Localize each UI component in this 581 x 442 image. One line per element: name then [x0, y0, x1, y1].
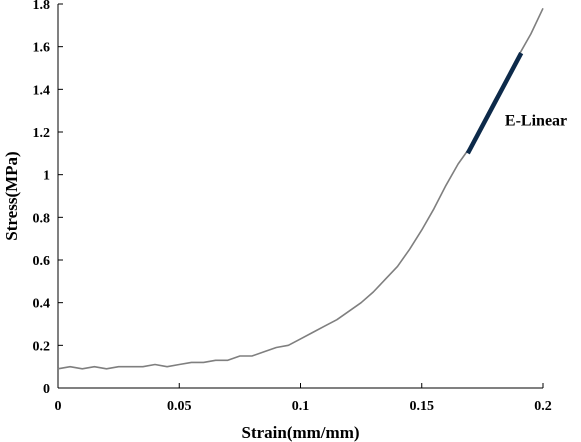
y-tick-label: 0 [43, 382, 50, 397]
e-linear-annotation: E-Linear [505, 113, 567, 130]
x-tick-label: 0 [55, 399, 62, 414]
y-tick-label: 0.6 [33, 254, 51, 269]
y-tick-label: 1.8 [33, 0, 51, 13]
stress-strain-curve [57, 7, 544, 370]
x-axis-label: Strain(mm/mm) [241, 423, 359, 442]
e-linear-segment [465, 52, 524, 155]
y-tick-label: 1.6 [33, 41, 51, 56]
x-tick-label: 0.05 [167, 399, 192, 414]
y-tick-label: 0.4 [33, 297, 51, 312]
x-tick-label: 0.2 [534, 399, 552, 414]
y-tick-label: 0.2 [33, 339, 51, 354]
x-tick-label: 0.15 [410, 399, 435, 414]
y-tick-label: 1.2 [33, 126, 51, 141]
x-axis-ticks: 0 0.05 0.1 0.15 0.2 [55, 383, 552, 414]
y-tick-label: 1.4 [33, 83, 51, 98]
y-axis-label: Stress(MPa) [2, 151, 21, 240]
x-tick-label: 0.1 [292, 399, 310, 414]
y-tick-label: 1 [43, 169, 50, 184]
plot-series [57, 7, 544, 370]
y-tick-label: 0.8 [33, 211, 51, 226]
